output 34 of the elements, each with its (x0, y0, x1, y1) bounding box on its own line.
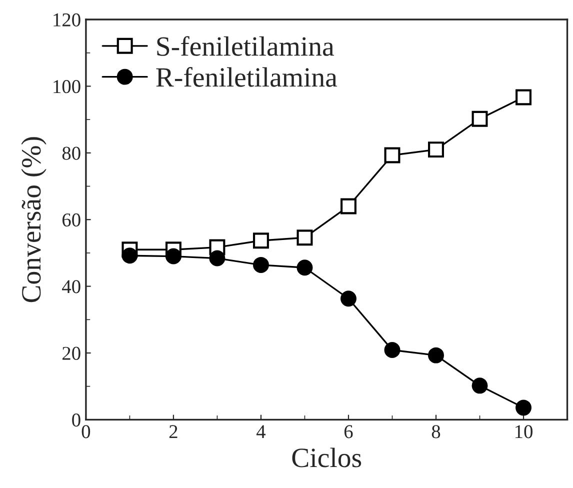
x-tick-label: 10 (516, 425, 532, 438)
point (472, 378, 488, 394)
point (340, 198, 356, 214)
point (384, 147, 400, 164)
x-tick-label: 0 (82, 425, 90, 438)
point (209, 250, 226, 266)
y-tick-label: 20 (62, 346, 80, 360)
x-tick-label: 2 (169, 425, 178, 438)
y-tick-label: 40 (62, 280, 80, 294)
x-tick-label: 6 (344, 425, 353, 438)
x-tick-label: 8 (432, 425, 440, 438)
point (296, 260, 313, 276)
point (428, 347, 444, 364)
point (296, 230, 313, 246)
point (516, 89, 532, 106)
x-axis-title: Ciclos (292, 448, 362, 468)
y-tick-label: 80 (62, 146, 80, 160)
y-tick-label: 120 (54, 13, 80, 26)
legend-label: R-feniletilamina (156, 66, 338, 87)
x-tick-label: 4 (256, 425, 266, 438)
point (472, 110, 488, 127)
point (340, 290, 356, 307)
point (428, 142, 444, 158)
point (384, 342, 400, 358)
y-axis-title: Conversão (%) (21, 137, 46, 302)
y-tick-label: 60 (62, 213, 80, 227)
legend-label: S-feniletilamina (157, 36, 334, 56)
point (122, 248, 138, 264)
point (165, 248, 182, 264)
point (252, 256, 269, 273)
point (516, 400, 532, 416)
point (252, 232, 269, 249)
y-tick-label: 0 (72, 413, 80, 427)
y-tick-label: 100 (54, 80, 80, 94)
